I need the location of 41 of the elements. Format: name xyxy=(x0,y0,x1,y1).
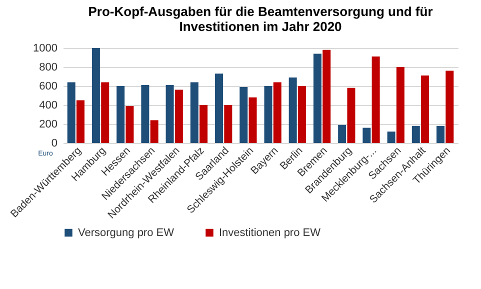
y-tick-label: 400 xyxy=(39,100,58,112)
bar xyxy=(387,132,396,143)
bar xyxy=(141,85,150,143)
bar xyxy=(240,86,248,143)
bar xyxy=(264,86,272,143)
bar xyxy=(362,128,371,143)
y-tick-label: 200 xyxy=(39,118,58,130)
bar xyxy=(436,126,445,143)
y-tick-label: 600 xyxy=(39,80,58,92)
bar xyxy=(347,88,356,143)
bar xyxy=(322,50,331,143)
bar xyxy=(338,124,346,143)
y-tick-label: 800 xyxy=(39,62,58,74)
y-tick-label: 0 xyxy=(51,138,58,150)
legend-label: Versorgung pro EW xyxy=(78,226,175,239)
y-tick-label: 1000 xyxy=(33,42,58,54)
bar xyxy=(313,54,322,143)
bar xyxy=(150,120,158,143)
bar xyxy=(396,67,404,143)
bar xyxy=(421,76,430,143)
bar xyxy=(126,106,134,143)
bar xyxy=(248,97,257,143)
bar xyxy=(166,85,174,143)
bar xyxy=(76,100,84,143)
bar xyxy=(101,82,110,143)
bar xyxy=(446,70,454,143)
bar xyxy=(92,48,100,143)
bar xyxy=(215,74,224,143)
bar xyxy=(116,86,125,143)
bar xyxy=(412,126,420,143)
bar xyxy=(174,90,183,143)
bar xyxy=(190,82,198,143)
legend-label: Investitionen pro EW xyxy=(219,226,322,239)
bar xyxy=(224,105,232,143)
bar xyxy=(200,105,208,143)
bar xyxy=(273,82,282,143)
bar xyxy=(372,56,380,143)
bar xyxy=(298,86,306,143)
bar xyxy=(67,82,76,143)
bar xyxy=(288,77,297,143)
chart-title: Pro-Kopf-Ausgaben für die Beamtenversorgung und für Investitionen im Jahr 2020 xyxy=(88,4,433,34)
